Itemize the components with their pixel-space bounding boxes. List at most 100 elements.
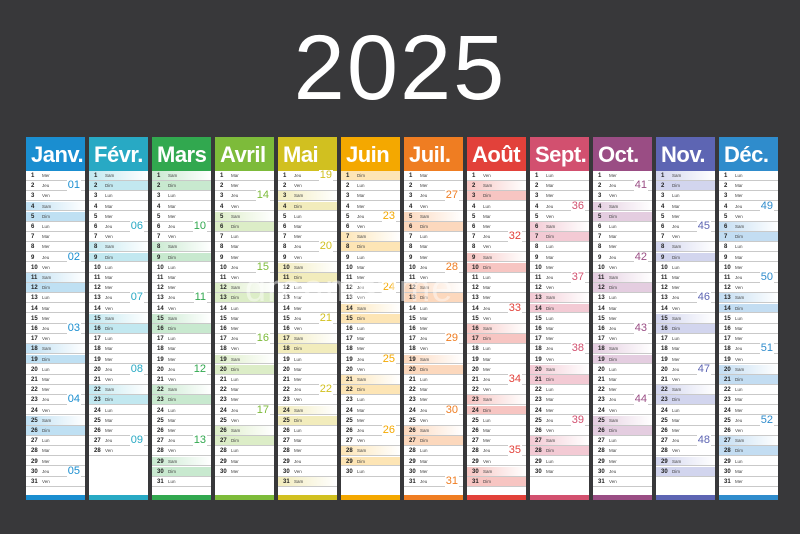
- day-name: Mar: [546, 183, 554, 189]
- day-number: 5: [31, 213, 35, 220]
- week-number: 09: [129, 434, 144, 447]
- day-row: 8 Mar: [215, 242, 274, 253]
- day-name: Dim: [672, 326, 680, 331]
- day-number: 20: [157, 366, 164, 373]
- day-number: 1: [346, 173, 350, 179]
- day-name: Ven: [168, 448, 176, 454]
- day-name: Dim: [483, 407, 491, 413]
- day-name: Mar: [231, 315, 239, 321]
- day-row: 1 Mar: [215, 171, 274, 181]
- day-row: 17 Lun: [656, 334, 715, 345]
- day-name: Sam: [735, 366, 745, 372]
- day-number: 21: [661, 377, 668, 383]
- day-number: 6: [598, 224, 602, 230]
- day-row: 13 Jeu: [89, 293, 148, 304]
- day-number: 13: [598, 295, 605, 302]
- day-row: 4 Mer: [341, 202, 400, 212]
- day-number: 25: [724, 417, 731, 424]
- day-name: Mar: [546, 326, 554, 331]
- day-number: 21: [724, 377, 731, 383]
- day-number: 5: [598, 213, 602, 220]
- day-row: 8 Sam: [152, 242, 211, 253]
- day-row: 27 Dim: [215, 436, 274, 447]
- day-number: 20: [661, 366, 668, 373]
- day-name: Mer: [357, 346, 365, 352]
- day-name: Sam: [105, 315, 115, 321]
- day-number: 3: [661, 193, 665, 200]
- day-name: Mer: [105, 213, 113, 219]
- day-name: Mar: [483, 428, 491, 433]
- day-row: 15 Lun: [530, 314, 589, 324]
- day-row: 22 Lun: [530, 385, 589, 396]
- day-number: 23: [157, 397, 164, 404]
- week-number: 08: [129, 362, 144, 375]
- day-row: 7 Ven: [656, 232, 715, 243]
- week-number: 48: [696, 434, 711, 447]
- day-number: 10: [346, 264, 353, 271]
- day-name: Mar: [357, 336, 365, 342]
- day-row: 2 Mer: [215, 181, 274, 192]
- day-name: Jeu: [609, 468, 617, 474]
- day-row: 8 Jeu: [278, 242, 337, 253]
- day-row: 30 Sam: [467, 466, 526, 477]
- day-number: 20: [472, 366, 479, 373]
- day-row: 30 Jeu: [26, 467, 85, 477]
- day-number: 10: [598, 264, 605, 271]
- day-name: Sam: [483, 397, 493, 403]
- week-number: 12: [192, 362, 207, 375]
- day-number: 14: [157, 305, 164, 312]
- day-number: 30: [472, 468, 479, 475]
- day-number: 23: [661, 397, 668, 404]
- day-name: Dim: [168, 468, 176, 474]
- day-name: Ven: [672, 234, 680, 240]
- day-name: Sam: [483, 468, 493, 474]
- day-name: Dim: [420, 366, 428, 372]
- day-name: Lun: [42, 295, 50, 301]
- day-row: 29 Lun: [530, 457, 589, 467]
- day-name: Jeu: [231, 336, 239, 342]
- day-row: 14 Dim: [530, 303, 589, 314]
- day-name: Jeu: [546, 346, 554, 352]
- day-number: 28: [220, 448, 227, 455]
- day-number: 22: [157, 387, 164, 394]
- day-row: 17 Mer: [530, 334, 589, 345]
- day-name: Ven: [672, 305, 680, 311]
- day-number: 7: [598, 234, 602, 241]
- day-row: 3 Lun: [89, 191, 148, 202]
- day-row: 17 Ven: [26, 334, 85, 345]
- day-number: 31: [409, 479, 416, 485]
- day-row: 15 Mer: [593, 314, 652, 324]
- day-name: Lun: [546, 387, 554, 393]
- day-name: Mar: [42, 377, 50, 382]
- day-number: 31: [598, 479, 605, 485]
- day-name: Ven: [294, 183, 302, 189]
- day-row: 1 Jeu: [278, 171, 337, 181]
- day-number: 15: [409, 315, 416, 322]
- day-row: 15 Mar: [215, 314, 274, 324]
- day-name: Dim: [672, 468, 680, 474]
- day-name: Mar: [357, 264, 365, 270]
- day-list: 1 Ven 2 Sam 3 Dim 4 Lun 5 Mar 6 Mer 7 Jeu 8 Ven 9 Sam 10 Di…: [467, 171, 526, 492]
- day-name: Sam: [483, 254, 493, 260]
- day-number: 29: [283, 458, 290, 465]
- day-row: 13 Dim: [215, 293, 274, 304]
- day-name: Mar: [672, 346, 680, 352]
- day-row: 20 Mer: [467, 365, 526, 375]
- day-name: Ven: [483, 173, 491, 178]
- day-row: 5 Mer: [656, 212, 715, 222]
- day-row: 13 Mer: [467, 293, 526, 304]
- day-row: 1 Lun: [530, 171, 589, 181]
- week-number: 02: [66, 250, 81, 263]
- day-row: 3 Sam: [278, 191, 337, 202]
- day-name: Dim: [357, 315, 365, 321]
- day-name: Mer: [294, 234, 302, 240]
- day-name: Jeu: [294, 173, 302, 178]
- day-row: 27 Ven: [341, 436, 400, 447]
- day-name: Dim: [231, 224, 239, 229]
- day-number: 19: [220, 356, 227, 363]
- day-number: 26: [409, 428, 416, 434]
- day-name: Lun: [168, 407, 176, 413]
- day-number: 11: [31, 275, 38, 281]
- day-row: 5 Ven: [719, 212, 778, 222]
- day-number: 21: [31, 377, 38, 383]
